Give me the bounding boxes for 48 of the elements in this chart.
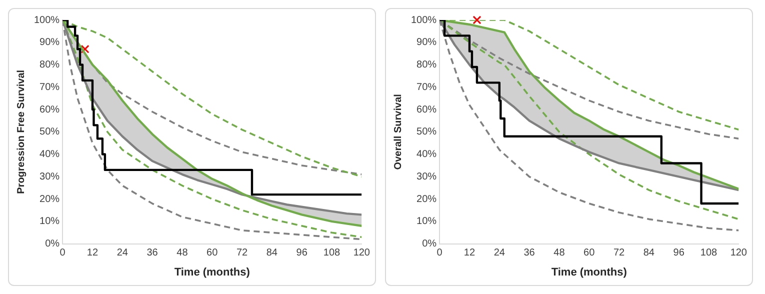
y-tick-label: 30% bbox=[40, 171, 60, 182]
x-tick-label: 24 bbox=[494, 248, 506, 259]
x-tick-label: 60 bbox=[206, 248, 218, 259]
x-axis-title: Time (months) bbox=[551, 266, 628, 278]
y-tick-label: 50% bbox=[40, 126, 60, 138]
x-tick-label: 84 bbox=[266, 248, 278, 259]
y-tick-label: 0% bbox=[45, 238, 60, 250]
y-tick-label: 60% bbox=[416, 104, 437, 116]
x-tick-label: 0 bbox=[436, 248, 443, 259]
x-tick-label: 48 bbox=[176, 248, 188, 259]
x-tick-label: 36 bbox=[524, 248, 536, 259]
y-tick-label: 60% bbox=[40, 104, 60, 116]
x-tick-label: 0 bbox=[60, 248, 66, 259]
x-tick-label: 120 bbox=[730, 248, 748, 259]
y-tick-label: 10% bbox=[416, 216, 437, 228]
x-tick-label: 72 bbox=[236, 248, 248, 259]
y-tick-label: 20% bbox=[416, 194, 437, 205]
y-tick-label: 50% bbox=[416, 126, 437, 138]
y-tick-label: 20% bbox=[40, 194, 60, 205]
x-tick-label: 12 bbox=[86, 248, 98, 259]
x-tick-label: 120 bbox=[353, 248, 370, 259]
y-tick-label: 40% bbox=[416, 149, 437, 160]
x-tick-label: 72 bbox=[613, 248, 626, 259]
y-tick-label: 0% bbox=[422, 238, 437, 250]
x-tick-label: 48 bbox=[554, 248, 566, 259]
x-tick-label: 36 bbox=[146, 248, 158, 259]
y-tick-label: 70% bbox=[416, 82, 437, 93]
y-tick-label: 80% bbox=[40, 60, 60, 71]
x-tick-label: 60 bbox=[584, 248, 596, 259]
x-tick-label: 24 bbox=[116, 248, 128, 259]
x-tick-label: 108 bbox=[700, 248, 718, 259]
y-tick-label: 40% bbox=[40, 149, 60, 160]
y-tick-label: 90% bbox=[40, 37, 60, 48]
x-tick-label: 84 bbox=[643, 248, 655, 259]
y-axis-title: Overall Survival bbox=[392, 94, 404, 170]
y-tick-label: 80% bbox=[416, 60, 437, 71]
x-axis-title: Time (months) bbox=[174, 266, 250, 278]
y-tick-label: 10% bbox=[40, 216, 60, 228]
y-axis-title: Progression Free Survival bbox=[16, 70, 27, 194]
y-tick-label: 100% bbox=[34, 14, 60, 26]
x-tick-label: 96 bbox=[296, 248, 308, 259]
x-tick-label: 96 bbox=[673, 248, 685, 259]
y-tick-label: 90% bbox=[416, 37, 437, 48]
x-tick-label: 108 bbox=[323, 248, 341, 259]
x-tick-label: 12 bbox=[464, 248, 476, 259]
y-tick-label: 30% bbox=[416, 171, 437, 182]
y-tick-label: 70% bbox=[40, 82, 60, 93]
y-tick-label: 100% bbox=[411, 14, 437, 26]
